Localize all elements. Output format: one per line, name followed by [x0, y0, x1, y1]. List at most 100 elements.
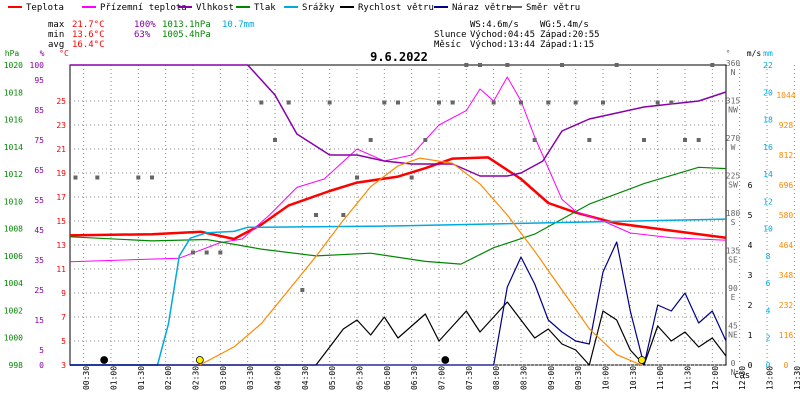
tick-rain: 2: [766, 334, 771, 343]
tick-x: 04:00: [274, 366, 283, 390]
tick-x: 10:30: [629, 366, 638, 390]
wind-direction-mark: [273, 138, 277, 142]
tick-x: 03:30: [246, 366, 255, 390]
tick-x: 10:00: [602, 366, 611, 390]
tick-rain: 6: [766, 279, 771, 288]
wind-direction-mark: [587, 138, 592, 142]
wind-direction-mark: [409, 175, 414, 180]
axes: hPa% °C ° m/s mm9981000100210041006100810101…: [4, 49, 800, 390]
tick-temperature: 13: [56, 241, 66, 250]
tick-x: 04:30: [301, 366, 310, 390]
tick-pressure: 1018: [4, 88, 23, 97]
legend-label: Tlak: [254, 3, 276, 13]
wind-direction-mark: [450, 100, 455, 105]
tick-temperature: 5: [61, 337, 66, 346]
tick-humidity: 85: [34, 106, 44, 115]
tick-rain: 22: [763, 61, 773, 70]
wind-direction-mark: [286, 100, 291, 105]
tick-x: 09:30: [574, 366, 583, 390]
tick-wind: 6: [748, 181, 753, 190]
tick-direction-label: NE: [728, 331, 738, 340]
tick-direction-label: N: [731, 68, 736, 77]
chart-title: 9.6.2022: [370, 50, 428, 64]
tick-temperature: 9: [61, 289, 66, 298]
tick-humidity: 0: [39, 361, 44, 370]
tick-solar: 812: [779, 151, 794, 160]
stat-max-hum: 100%: [134, 20, 156, 30]
tick-wind: 0: [748, 361, 753, 370]
wind-direction-mark: [532, 138, 537, 142]
tick-direction: 45: [728, 322, 738, 331]
legend-label: Teplota: [26, 3, 64, 13]
tick-humidity: 75: [34, 136, 44, 145]
wind-direction-mark: [478, 63, 482, 67]
wind-direction-mark: [218, 250, 223, 255]
tick-humidity: 15: [34, 316, 44, 325]
tick-temperature: 17: [56, 193, 66, 202]
wind-direction-mark: [136, 175, 141, 180]
tick-solar: 232: [779, 301, 794, 310]
tick-rain: 18: [763, 116, 773, 125]
tick-x: 11:00: [656, 366, 665, 390]
grid: [70, 65, 795, 366]
wind-direction-mark: [300, 288, 305, 292]
tick-humidity: 25: [34, 286, 44, 295]
tick-pressure: 1006: [4, 252, 23, 261]
stat-max-temp: 21.7°C: [72, 20, 105, 30]
tick-direction: 135: [726, 247, 741, 256]
tick-pressure: 1010: [4, 197, 23, 206]
wind-ws: WS:4.6m/s: [470, 20, 519, 30]
tick-solar: 348: [779, 271, 794, 280]
stat-avg-temp: 16.4°C: [72, 40, 105, 50]
wind-direction-mark: [573, 100, 578, 105]
tick-x: 08:30: [520, 366, 529, 390]
sun-label: Slunce: [434, 30, 467, 40]
tick-humidity: 45: [34, 226, 44, 235]
tick-pressure: 1008: [4, 225, 23, 234]
moon-marker: [100, 356, 109, 364]
tick-x: 11:30: [684, 366, 693, 390]
stat-avg-label: avg: [48, 40, 64, 50]
tick-x: 06:30: [410, 366, 419, 390]
stat-max-press: 1013.1hPa: [162, 20, 211, 30]
tick-direction-label: S: [731, 218, 736, 227]
tick-rain: 8: [766, 252, 771, 261]
tick-temperature: 11: [56, 265, 66, 274]
tick-x: 12:00: [711, 366, 720, 390]
wind-direction-mark: [314, 213, 318, 217]
wind-direction-mark: [560, 63, 564, 67]
tick-temperature: 19: [56, 169, 66, 178]
sun-marker: [637, 356, 646, 364]
legend-label: Vlhkost: [196, 3, 234, 13]
tick-x: 02:00: [164, 366, 173, 390]
wind-direction-mark: [95, 175, 100, 180]
series-wind: [70, 241, 727, 366]
tick-rain: 4: [766, 306, 771, 315]
wind-direction-mark: [423, 138, 428, 142]
wind-direction-mark: [614, 63, 619, 67]
tick-wind: 4: [748, 241, 753, 250]
tick-direction-label: SW: [728, 181, 738, 190]
sun-marker: [195, 356, 204, 364]
tick-x: 05:00: [328, 366, 337, 390]
tick-temperature: 7: [61, 313, 66, 322]
tick-direction: 315: [726, 97, 741, 106]
moon-rise: Východ:13:44: [470, 40, 535, 50]
header-stats: max 21.7°C 100% 1013.1hPa 10.7mm min 13.…: [48, 20, 600, 50]
legend-label: Srážky: [302, 3, 335, 13]
wind-direction-mark: [368, 138, 373, 142]
tick-direction-label: NW: [728, 106, 738, 115]
tick-x: 02:30: [192, 366, 201, 390]
stat-min-press: 1005.4hPa: [162, 30, 211, 40]
axis-unit-pressure: hPa: [5, 49, 20, 58]
moon-marker: [441, 356, 450, 364]
tick-pressure: 1020: [4, 61, 23, 70]
wind-direction-mark: [73, 175, 78, 180]
legend-label: Směr větru: [526, 3, 580, 13]
wind-direction-mark: [150, 175, 154, 180]
wind-direction-mark: [464, 63, 469, 67]
wind-direction-mark: [491, 100, 496, 105]
tick-wind: 5: [748, 211, 753, 220]
wind-direction-mark: [683, 138, 687, 142]
tick-pressure: 1002: [4, 306, 23, 315]
